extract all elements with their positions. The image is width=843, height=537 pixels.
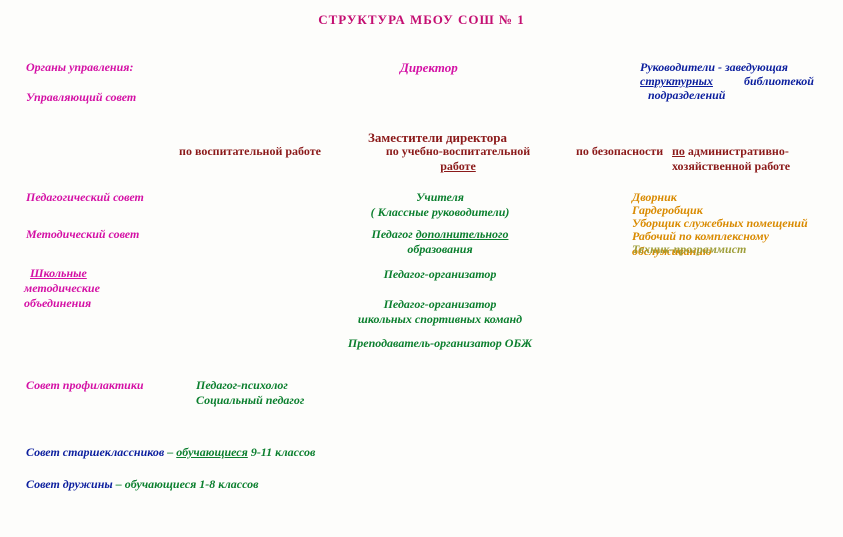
heads-library: библиотекой (744, 74, 814, 88)
school-l3: объединения (24, 296, 91, 310)
squad-b: – обучающиеся 1-8 классов (116, 477, 259, 491)
heads-line1: Руководители - заведующая (640, 60, 788, 75)
addl-edu-block: Педагог дополнительного образования (300, 227, 580, 257)
addl-edu-1: Педагог (372, 227, 416, 241)
senior-council: Совет старшеклассников – обучающиеся 9-1… (26, 445, 315, 460)
psych-block: Педагог-психолог Социальный педагог (196, 378, 304, 408)
heads-structural: структурных (640, 74, 713, 88)
deputy-admin-l2: хозяйственной работе (672, 159, 790, 173)
senior-d: 9-11 классов (248, 445, 316, 459)
heads-line3: подразделений (648, 88, 725, 103)
sport-2: школьных спортивных команд (358, 312, 522, 326)
teachers: Учителя (416, 190, 464, 204)
doc-title: СТРУКТУРА МБОУ СОШ № 1 (0, 12, 843, 28)
deputy-admin-l1a: по (672, 144, 685, 158)
director-label: Директор (400, 60, 458, 76)
addl-edu-2: дополнительного (416, 227, 509, 241)
class-heads: ( Классные руководители) (371, 205, 510, 219)
deputy-admin: по административно- хозяйственной работе (672, 144, 842, 174)
organizer: Педагог-организатор (300, 267, 580, 282)
psych: Педагог-психолог (196, 378, 288, 392)
school-l1: Школьные (30, 266, 87, 280)
method-council: Методический совет (26, 227, 139, 242)
deputy-study-l1: по учебно-воспитательной (386, 144, 530, 158)
squad-a: Совет дружины (26, 477, 116, 491)
squad-council: Совет дружины – обучающиеся 1-8 классов (26, 477, 258, 492)
prevention-council: Совет профилактики (26, 378, 144, 393)
deputy-safety: по безопасности (576, 144, 663, 159)
deputy-study: по учебно-воспитательной работе (358, 144, 558, 174)
managing-council: Управляющий совет (26, 90, 136, 105)
senior-c: обучающиеся (176, 445, 248, 459)
sport-1: Педагог-организатор (384, 297, 497, 311)
staff-5: Техник-программист (632, 242, 746, 257)
deputy-educ: по воспитательной работе (170, 144, 330, 159)
sport-block: Педагог-организатор школьных спортивных … (300, 297, 580, 327)
heads-line2-wrap: структурных библиотекой (640, 74, 814, 89)
senior-b: – (167, 445, 176, 459)
school-assoc: Школьные методические объединения (30, 266, 100, 311)
organs-label: Органы управления: (26, 60, 133, 75)
obzh: Преподаватель-организатор ОБЖ (300, 336, 580, 351)
senior-a: Совет старшеклассников (26, 445, 167, 459)
deputy-admin-l1b: административно- (685, 144, 789, 158)
ped-council: Педагогический совет (26, 190, 144, 205)
social: Социальный педагог (196, 393, 304, 407)
teachers-block: Учителя ( Классные руководители) (300, 190, 580, 220)
deputy-study-l2: работе (440, 159, 476, 173)
addl-edu-3: образования (407, 242, 472, 256)
school-l2: методические (24, 281, 100, 295)
